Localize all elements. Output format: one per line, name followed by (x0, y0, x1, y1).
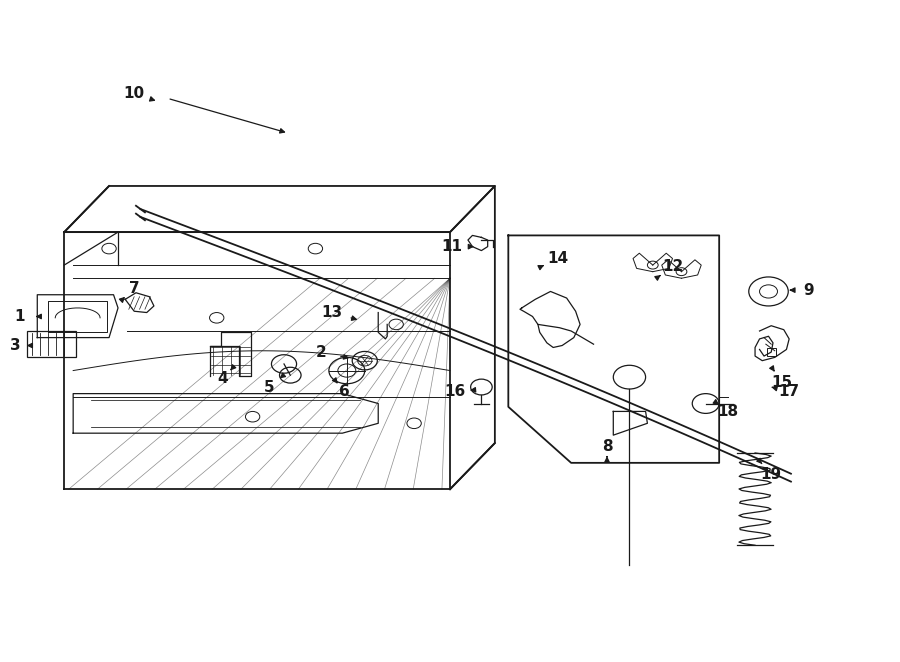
Text: 13: 13 (321, 305, 342, 320)
Text: 5: 5 (264, 379, 274, 395)
Text: 14: 14 (547, 251, 568, 266)
Text: 11: 11 (441, 239, 463, 254)
Text: 12: 12 (662, 259, 683, 274)
Text: 9: 9 (804, 283, 814, 298)
Text: 18: 18 (717, 404, 739, 419)
Text: 10: 10 (123, 86, 145, 101)
Text: 17: 17 (778, 384, 800, 399)
Text: 1: 1 (14, 309, 24, 324)
Text: 7: 7 (129, 281, 140, 296)
Text: 19: 19 (760, 467, 782, 482)
Text: 15: 15 (771, 375, 793, 390)
Text: 4: 4 (218, 371, 229, 386)
Text: 6: 6 (338, 384, 349, 399)
Text: 16: 16 (444, 384, 465, 399)
Bar (767, 348, 776, 356)
Text: 8: 8 (602, 439, 612, 454)
Text: 2: 2 (315, 345, 326, 359)
Text: 3: 3 (10, 338, 20, 353)
